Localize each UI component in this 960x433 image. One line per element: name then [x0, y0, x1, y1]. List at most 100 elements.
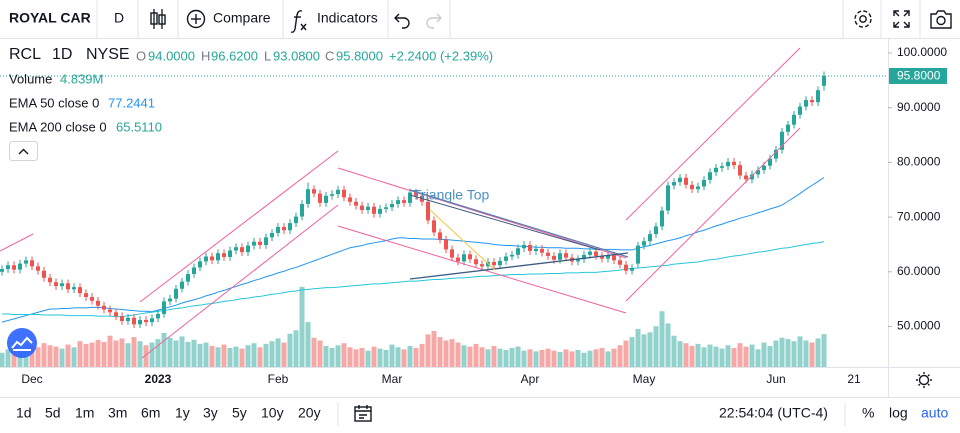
candle-body — [192, 267, 196, 275]
range-button[interactable]: 1d — [16, 405, 32, 421]
candle-body — [714, 167, 718, 173]
candle-body — [786, 124, 790, 132]
percent-button[interactable]: % — [862, 405, 874, 421]
volume-bar — [119, 338, 125, 367]
volume-bar — [71, 347, 77, 367]
volume-bar — [437, 337, 443, 367]
candle-body — [360, 205, 364, 210]
candle-body — [756, 170, 760, 175]
compare-icon[interactable] — [186, 9, 206, 29]
auto-button[interactable]: auto — [921, 405, 948, 421]
range-button[interactable]: 20y — [298, 405, 321, 421]
candle-body — [516, 248, 520, 255]
candle-body — [318, 193, 322, 203]
date-range-button[interactable] — [354, 405, 372, 422]
settings-button[interactable] — [854, 10, 872, 28]
candle-body — [228, 250, 232, 258]
ema-value: 65.5110 — [116, 119, 162, 134]
candle-body — [30, 260, 34, 267]
volume-bar — [329, 347, 335, 367]
volume-bar — [497, 348, 503, 367]
fullscreen-button[interactable] — [893, 10, 910, 28]
range-button[interactable]: 5d — [45, 405, 61, 421]
volume-bar — [269, 341, 275, 367]
chart-style-icon[interactable] — [150, 9, 166, 29]
candle-body — [60, 283, 64, 287]
y-tick-label: 60.0000 — [897, 264, 941, 278]
volume-bar — [797, 336, 803, 367]
compare-button[interactable]: Compare — [213, 10, 271, 26]
volume-bar — [527, 349, 533, 367]
volume-bar — [689, 345, 695, 367]
candle-body — [546, 252, 550, 256]
volume-bar — [791, 341, 797, 367]
axis-settings-button[interactable] — [916, 372, 932, 388]
volume-bar — [233, 346, 239, 367]
candle-body — [138, 319, 142, 325]
candle-body — [396, 200, 400, 204]
candle-body — [408, 192, 412, 203]
log-button[interactable]: log — [889, 405, 908, 421]
volume-bar — [353, 349, 359, 367]
candle-body — [312, 189, 316, 194]
volume-bar — [629, 337, 635, 367]
volume-bar — [65, 344, 71, 367]
undo-button[interactable] — [394, 13, 410, 29]
volume-bar — [653, 326, 659, 367]
y-tick-label: 90.0000 — [897, 100, 941, 114]
volume-bar — [203, 342, 209, 367]
range-button[interactable]: 5y — [232, 405, 247, 421]
candle-body — [264, 237, 268, 246]
snapshot-button[interactable] — [930, 10, 952, 29]
range-button[interactable]: 1m — [75, 405, 94, 421]
candle-body — [552, 255, 556, 260]
candle-body — [474, 259, 478, 265]
triangle-line — [409, 189, 629, 258]
last-price-box — [889, 67, 947, 84]
volume-bar — [245, 345, 251, 367]
volume-bar — [347, 347, 353, 367]
logo[interactable] — [7, 328, 37, 358]
candle-body — [762, 165, 766, 171]
volume-bar — [185, 341, 191, 367]
volume-bar — [191, 339, 197, 367]
indicators-icon[interactable] — [290, 10, 307, 33]
legend-symbol: RCL — [9, 46, 41, 63]
redo-button[interactable] — [426, 13, 442, 29]
collapse-legend-button[interactable] — [9, 141, 38, 161]
candle-body — [390, 203, 394, 208]
candle-body — [72, 287, 76, 290]
volume-bar — [299, 286, 305, 367]
range-button[interactable]: 10y — [261, 405, 284, 421]
channel-line — [0, 233, 34, 252]
x-tick-label: Mar — [382, 372, 403, 386]
candle-body — [6, 265, 10, 270]
candle-body — [54, 282, 58, 287]
candle-body — [750, 174, 754, 180]
candle-body — [24, 260, 28, 264]
range-button[interactable]: 1y — [175, 405, 190, 421]
candle-body — [324, 195, 328, 203]
range-button[interactable]: 3y — [203, 405, 218, 421]
volume-bar — [5, 349, 11, 367]
candle-body — [450, 249, 454, 258]
volume-bar — [479, 347, 485, 367]
volume-bar — [443, 340, 449, 367]
interval-button[interactable]: D — [114, 10, 124, 26]
volume-bar — [209, 345, 215, 367]
range-button[interactable]: 3m — [108, 405, 127, 421]
candle-body — [90, 296, 94, 301]
candle-body — [804, 100, 808, 107]
candle-body — [618, 260, 622, 265]
volume-bar — [647, 332, 653, 367]
volume-bar — [563, 349, 569, 367]
volume-bar — [113, 340, 119, 367]
range-button[interactable]: 6m — [141, 405, 160, 421]
ohlc-value: 94.0000 — [148, 48, 195, 63]
indicators-button[interactable]: Indicators — [317, 10, 378, 26]
volume-value: 4.839M — [60, 71, 103, 86]
symbol-button[interactable]: ROYAL CAR — [9, 10, 91, 26]
channel-line — [139, 150, 339, 303]
volume-bar — [131, 337, 137, 367]
candle-body — [630, 267, 634, 271]
